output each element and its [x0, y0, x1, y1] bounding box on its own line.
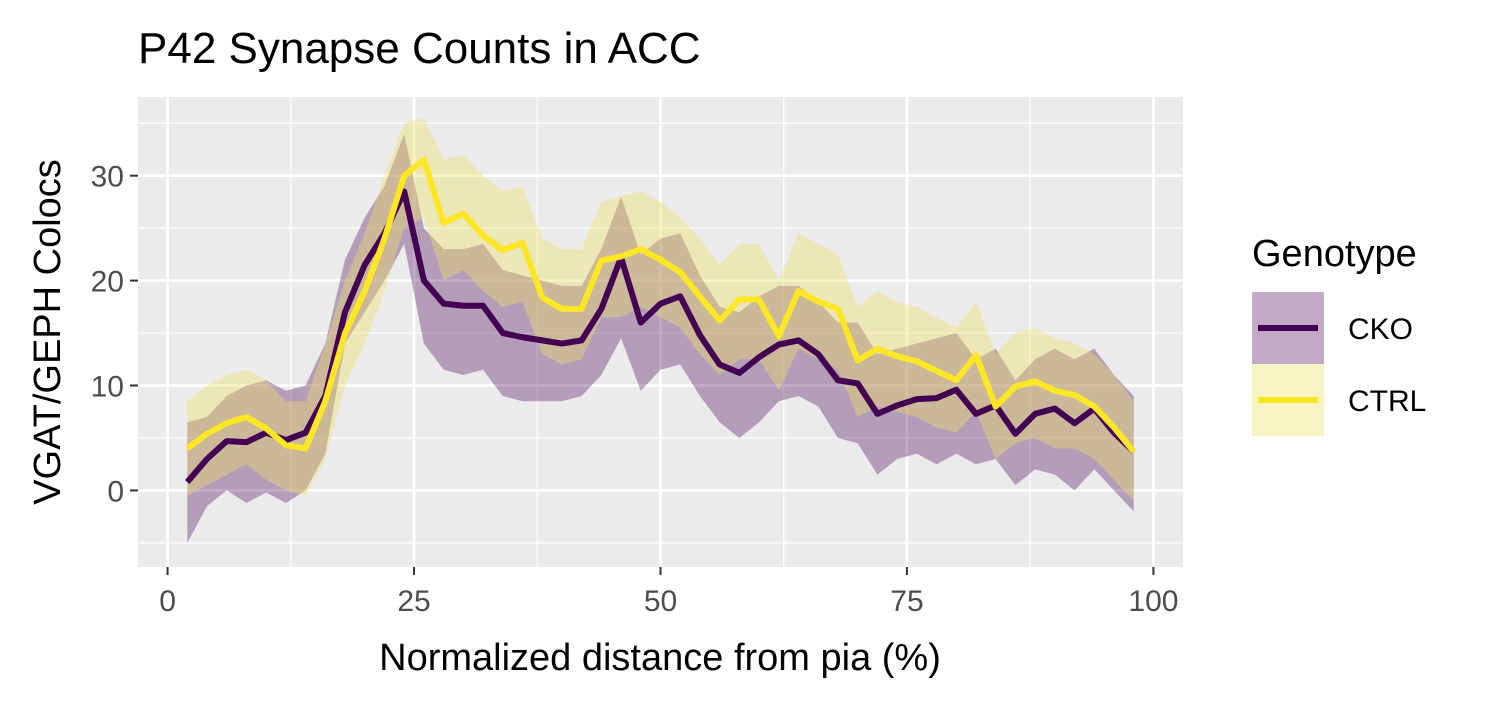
y-tick-label: 30 [91, 161, 124, 194]
legend-label: CTRL [1348, 385, 1426, 418]
x-tick-label: 75 [890, 585, 923, 618]
x-tick-label: 100 [1128, 585, 1178, 618]
y-tick-label: 0 [107, 475, 124, 508]
line-cko [185, 188, 1136, 484]
x-tick-label: 50 [644, 585, 677, 618]
y-tick-label: 20 [91, 266, 124, 299]
legend-item-ctrl: CTRL [1252, 364, 1426, 436]
legend-label: CKO [1348, 313, 1413, 346]
line-layer [185, 156, 1137, 484]
x-axis-title: Normalized distance from pia (%) [379, 637, 941, 679]
x-axis: 0 25 50 75 100 [159, 567, 1178, 618]
y-axis-title: VGAT/GEPH Colocs [27, 159, 69, 505]
legend: Genotype CKO CTRL [1252, 233, 1426, 436]
grid-major [138, 97, 1183, 567]
line-ctrl [185, 156, 1137, 454]
x-tick-label: 0 [159, 585, 176, 618]
legend-item-cko: CKO [1252, 292, 1413, 364]
y-axis: 0 10 20 30 [91, 161, 138, 508]
ribbon-cko [187, 133, 1134, 543]
chart-title: P42 Synapse Counts in ACC [138, 24, 701, 73]
legend-items: CKO CTRL [1252, 292, 1426, 436]
x-tick-label: 25 [397, 585, 430, 618]
y-tick-label: 10 [91, 371, 124, 404]
legend-title: Genotype [1252, 233, 1417, 275]
